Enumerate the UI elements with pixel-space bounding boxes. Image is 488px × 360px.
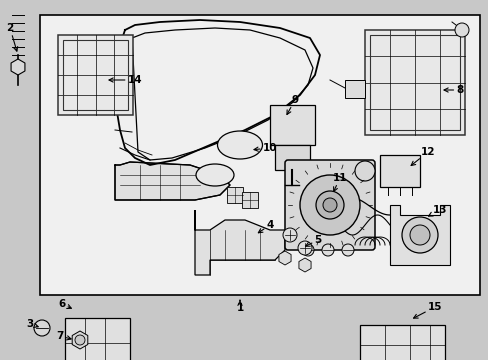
Polygon shape (72, 331, 88, 349)
Polygon shape (278, 251, 290, 265)
Bar (379, 155, 419, 187)
Text: 4: 4 (258, 220, 273, 233)
Polygon shape (389, 205, 449, 265)
Bar (364, 30, 464, 135)
Polygon shape (359, 325, 444, 360)
Text: 1: 1 (236, 300, 243, 313)
Circle shape (354, 161, 374, 181)
Polygon shape (65, 318, 130, 360)
Bar (40, 15, 479, 295)
Polygon shape (115, 162, 229, 200)
Ellipse shape (217, 131, 262, 159)
Circle shape (283, 228, 296, 242)
Bar (274, 145, 309, 170)
Text: 9: 9 (286, 95, 298, 114)
Bar (242, 192, 258, 208)
Text: 2: 2 (6, 23, 18, 51)
Text: 15: 15 (413, 302, 441, 318)
Circle shape (321, 244, 333, 256)
Text: 12: 12 (410, 147, 434, 166)
Text: 10: 10 (253, 143, 277, 153)
Circle shape (454, 23, 468, 37)
Circle shape (401, 217, 437, 253)
Ellipse shape (196, 164, 234, 186)
FancyBboxPatch shape (285, 160, 374, 250)
Polygon shape (298, 258, 310, 272)
Polygon shape (195, 210, 285, 275)
Text: 14: 14 (109, 75, 142, 85)
Circle shape (323, 198, 336, 212)
Circle shape (341, 244, 353, 256)
Circle shape (315, 191, 343, 219)
Circle shape (299, 175, 359, 235)
Text: 13: 13 (427, 205, 447, 216)
Text: 6: 6 (58, 299, 71, 309)
Text: 3: 3 (26, 319, 38, 329)
Bar (63, 40, 128, 110)
Circle shape (75, 335, 85, 345)
Bar (269, 105, 314, 145)
Polygon shape (11, 59, 25, 75)
Circle shape (409, 225, 429, 245)
Circle shape (297, 241, 311, 255)
Bar (226, 187, 243, 203)
Text: 11: 11 (332, 173, 346, 192)
Bar (58, 35, 133, 115)
Bar (369, 35, 459, 130)
Circle shape (302, 244, 313, 256)
Text: 5: 5 (305, 235, 321, 246)
Text: 7: 7 (56, 331, 71, 341)
Bar (345, 80, 364, 98)
Circle shape (34, 320, 50, 336)
Text: 8: 8 (443, 85, 463, 95)
